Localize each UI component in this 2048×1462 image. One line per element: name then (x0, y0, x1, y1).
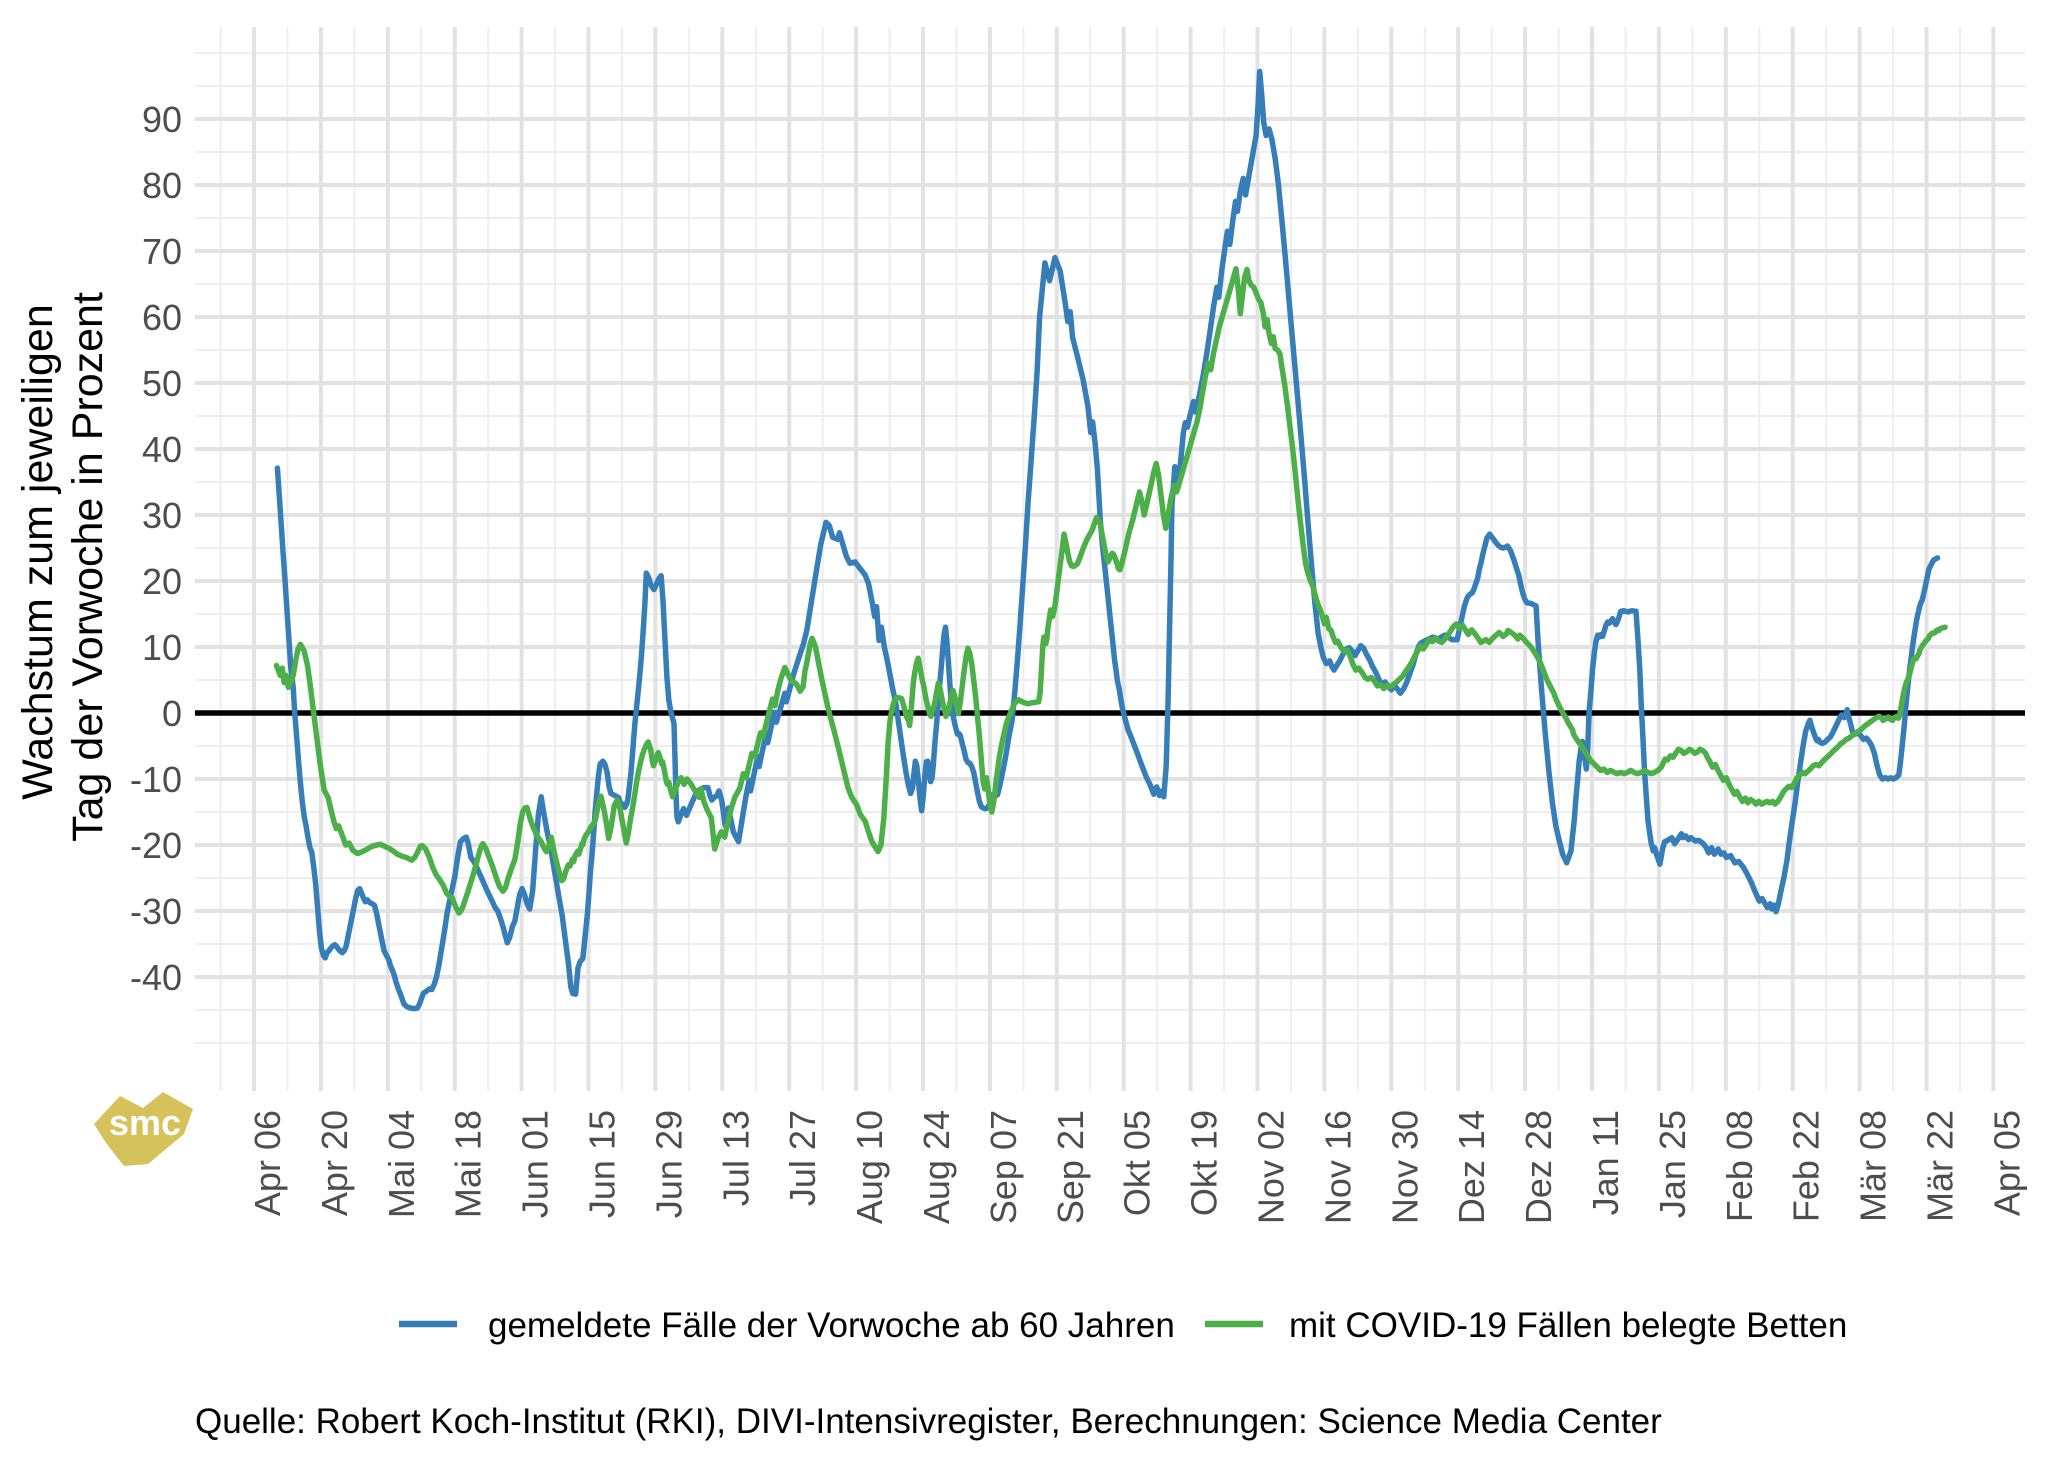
svg-text:Mär 08: Mär 08 (1853, 1110, 1894, 1222)
svg-text:-40: -40 (130, 957, 182, 998)
svg-text:Jun 01: Jun 01 (515, 1110, 556, 1218)
svg-text:gemeldete Fälle der Vorwoche a: gemeldete Fälle der Vorwoche ab 60 Jahre… (488, 1306, 1175, 1345)
svg-text:Nov 30: Nov 30 (1384, 1110, 1425, 1224)
svg-text:Okt 05: Okt 05 (1117, 1110, 1158, 1216)
svg-text:Feb 22: Feb 22 (1786, 1110, 1827, 1222)
svg-text:50: 50 (142, 363, 182, 404)
svg-text:40: 40 (142, 429, 182, 470)
svg-text:smc: smc (109, 1102, 181, 1143)
svg-text:Mai 04: Mai 04 (381, 1110, 422, 1218)
svg-text:Apr 20: Apr 20 (314, 1110, 355, 1216)
svg-text:-10: -10 (130, 759, 182, 800)
svg-text:Tag der Vorwoche in Prozent: Tag der Vorwoche in Prozent (64, 292, 112, 842)
svg-text:-20: -20 (130, 825, 182, 866)
svg-text:Dez 28: Dez 28 (1518, 1110, 1559, 1224)
svg-text:Mai 18: Mai 18 (448, 1110, 489, 1218)
svg-text:Mär 22: Mär 22 (1920, 1110, 1961, 1222)
svg-text:Jun 15: Jun 15 (582, 1110, 623, 1218)
svg-text:Apr 06: Apr 06 (247, 1110, 288, 1216)
svg-text:60: 60 (142, 297, 182, 338)
svg-text:Okt 19: Okt 19 (1184, 1110, 1225, 1216)
svg-text:10: 10 (142, 627, 182, 668)
svg-text:Aug 10: Aug 10 (849, 1110, 890, 1224)
svg-text:Sep 07: Sep 07 (983, 1110, 1024, 1224)
svg-text:mit COVID-19 Fällen belegte Be: mit COVID-19 Fällen belegte Betten (1289, 1306, 1847, 1345)
svg-text:Quelle: Robert Koch-Institut (: Quelle: Robert Koch-Institut (RKI), DIVI… (195, 1402, 1662, 1441)
svg-text:Jan 11: Jan 11 (1585, 1110, 1626, 1215)
svg-text:30: 30 (142, 495, 182, 536)
svg-text:Dez 14: Dez 14 (1451, 1110, 1492, 1224)
svg-text:70: 70 (142, 231, 182, 272)
svg-text:Apr 05: Apr 05 (1986, 1110, 2027, 1216)
svg-text:Jul 13: Jul 13 (715, 1110, 756, 1206)
svg-text:Jun 29: Jun 29 (648, 1110, 689, 1218)
svg-text:0: 0 (162, 693, 182, 734)
svg-text:-30: -30 (130, 891, 182, 932)
svg-text:Nov 02: Nov 02 (1251, 1110, 1292, 1224)
svg-text:Sep 21: Sep 21 (1050, 1110, 1091, 1224)
svg-text:Jul 27: Jul 27 (782, 1110, 823, 1206)
svg-text:Aug 24: Aug 24 (916, 1110, 957, 1224)
svg-text:90: 90 (142, 99, 182, 140)
svg-text:Feb 08: Feb 08 (1719, 1110, 1760, 1222)
svg-text:Jan 25: Jan 25 (1652, 1110, 1693, 1218)
svg-text:80: 80 (142, 165, 182, 206)
svg-text:Nov 16: Nov 16 (1317, 1110, 1358, 1224)
svg-text:20: 20 (142, 561, 182, 602)
svg-text:Wachstum zum jeweiligen: Wachstum zum jeweiligen (14, 304, 62, 799)
